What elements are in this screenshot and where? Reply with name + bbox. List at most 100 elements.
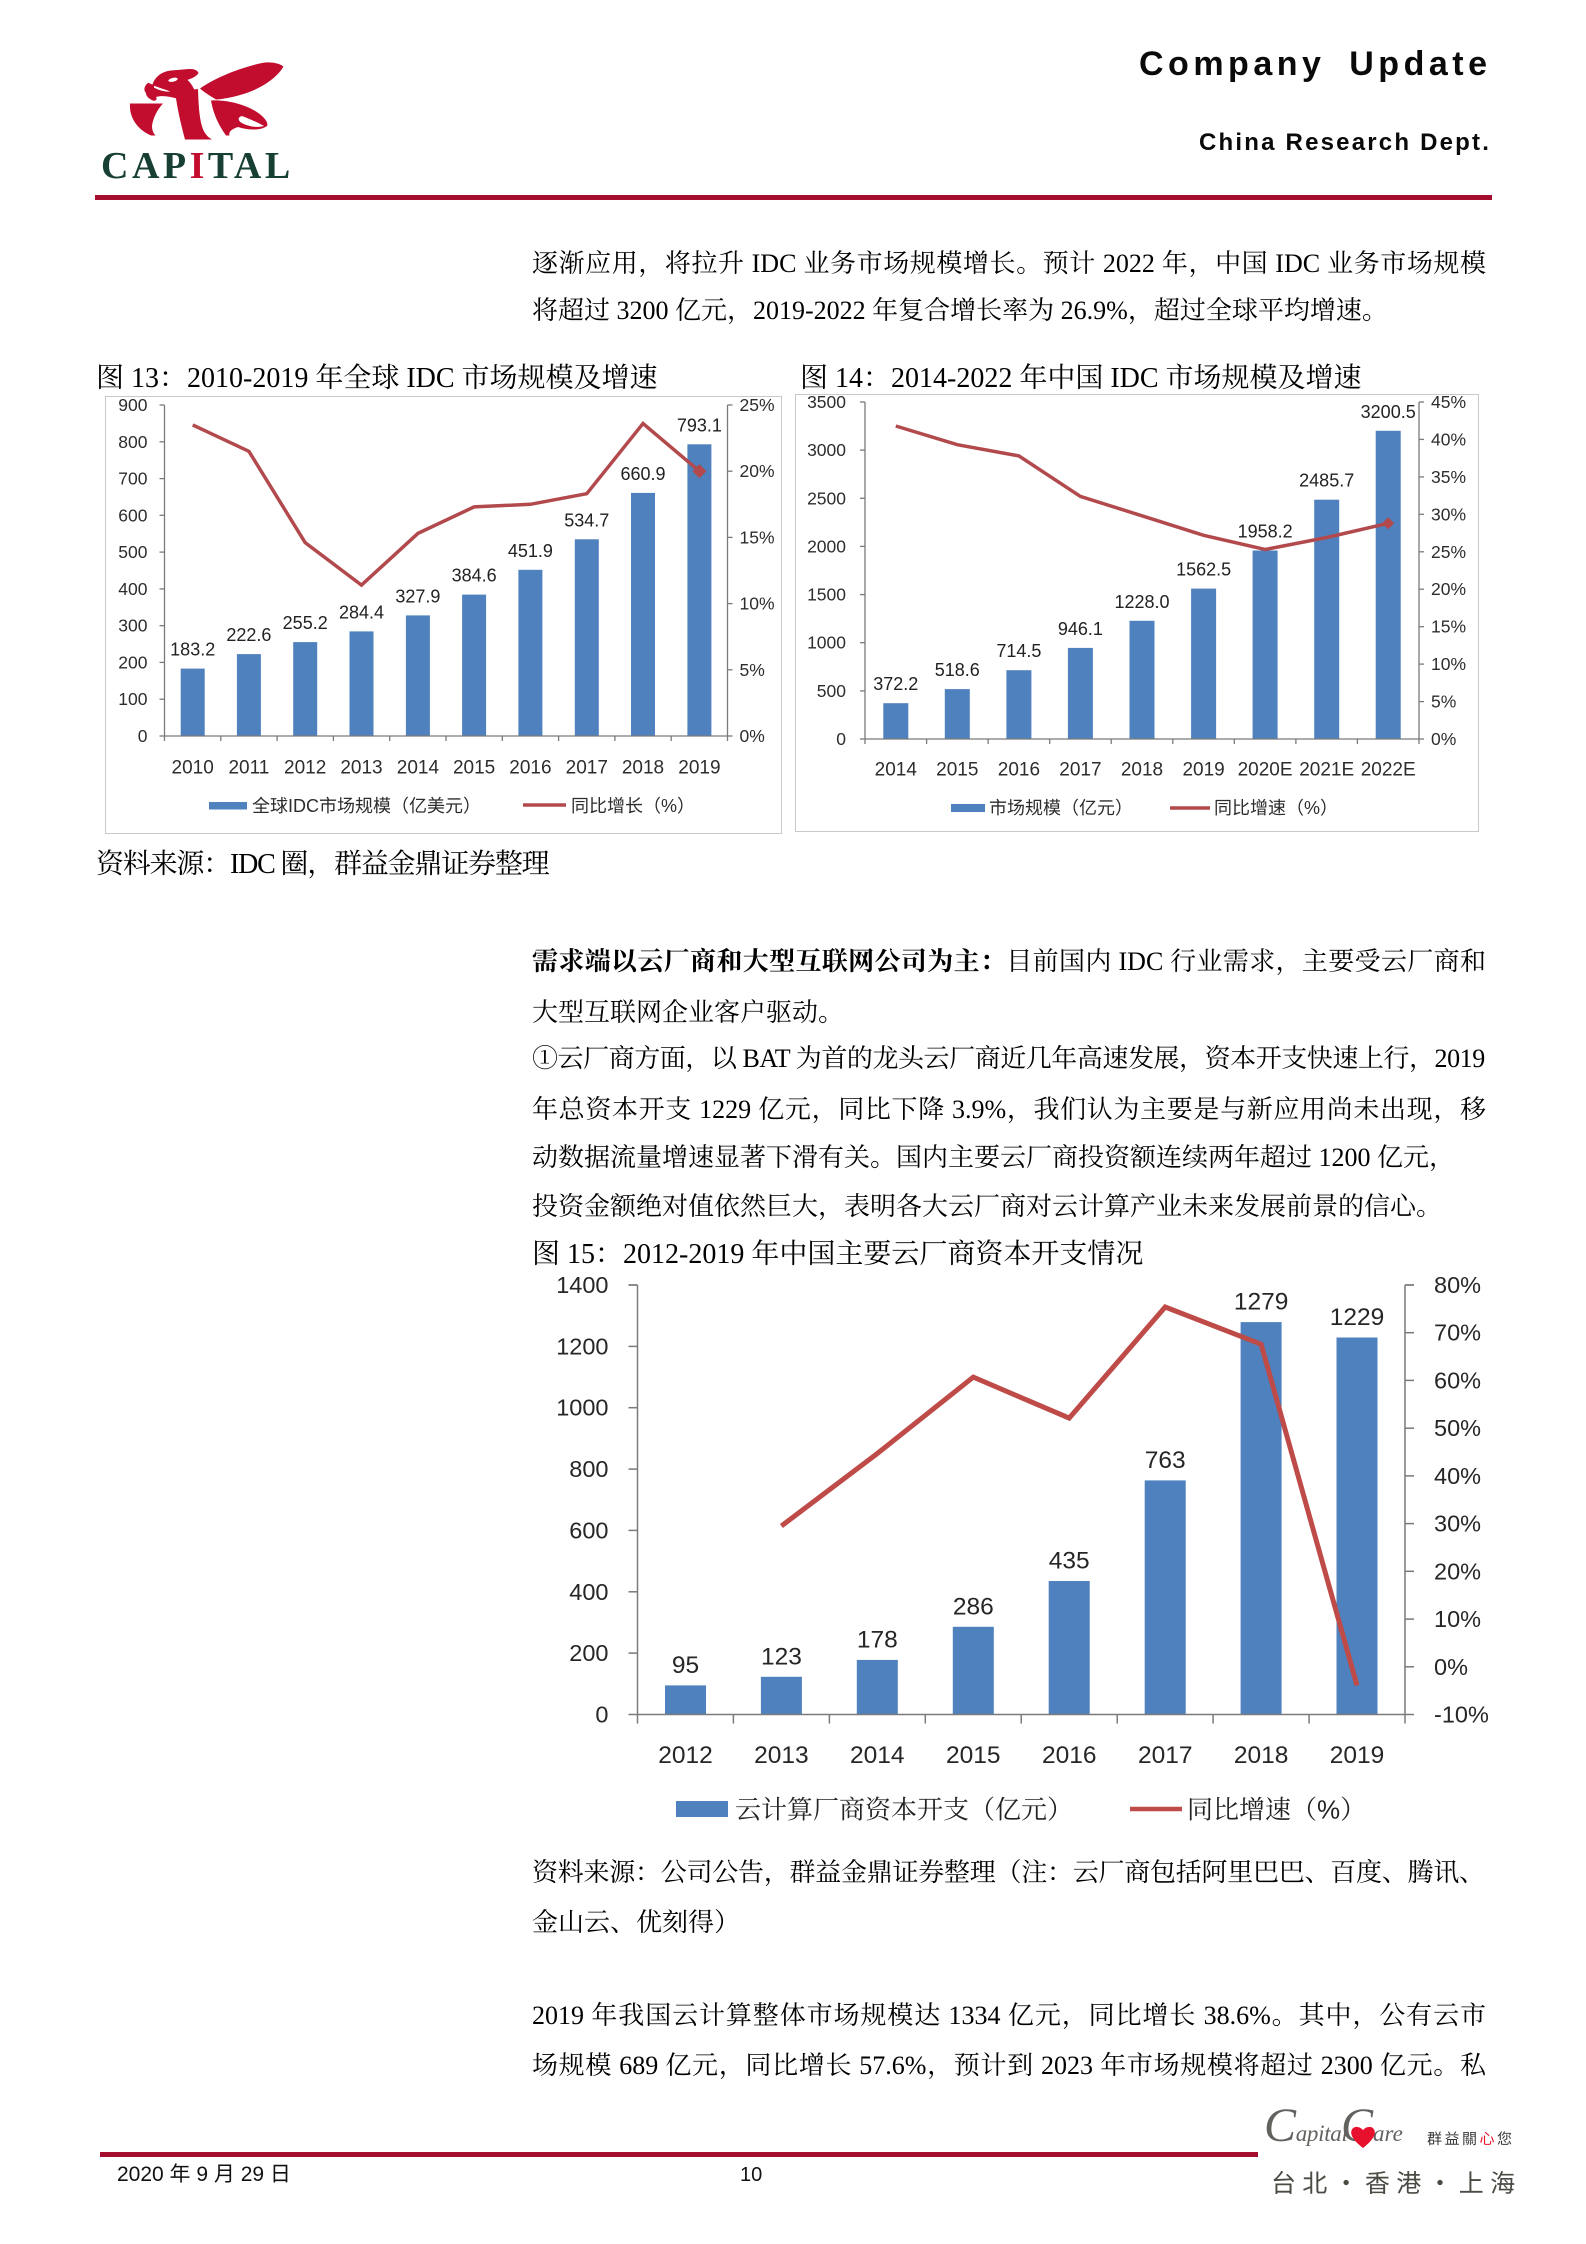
svg-text:2485.7: 2485.7 <box>1299 471 1354 491</box>
svg-text:2017: 2017 <box>566 758 608 779</box>
svg-text:0: 0 <box>595 1702 608 1728</box>
svg-text:793.1: 793.1 <box>677 415 722 435</box>
svg-text:2500: 2500 <box>807 488 846 508</box>
svg-text:327.9: 327.9 <box>395 586 440 606</box>
svg-text:1400: 1400 <box>556 1272 608 1298</box>
svg-text:1228.0: 1228.0 <box>1114 592 1169 612</box>
svg-text:25%: 25% <box>1431 542 1466 562</box>
svg-text:全球IDC市场规模（亿美元）: 全球IDC市场规模（亿美元） <box>252 796 481 816</box>
svg-text:15%: 15% <box>1431 617 1466 637</box>
svg-text:60%: 60% <box>1434 1367 1481 1393</box>
svg-text:45%: 45% <box>1431 394 1466 412</box>
svg-text:300: 300 <box>118 616 147 636</box>
svg-text:660.9: 660.9 <box>620 464 665 484</box>
svg-text:2000: 2000 <box>807 536 846 556</box>
svg-text:800: 800 <box>569 1456 608 1482</box>
svg-text:255.2: 255.2 <box>283 613 328 633</box>
svg-text:2012: 2012 <box>658 1742 713 1769</box>
svg-text:763: 763 <box>1145 1447 1186 1474</box>
svg-text:1000: 1000 <box>807 633 846 653</box>
svg-text:10%: 10% <box>740 594 775 614</box>
svg-text:946.1: 946.1 <box>1058 619 1103 639</box>
svg-text:2015: 2015 <box>946 1742 1001 1769</box>
svg-text:3000: 3000 <box>807 440 846 460</box>
svg-text:700: 700 <box>118 469 147 489</box>
svg-text:30%: 30% <box>1434 1511 1481 1537</box>
svg-text:435: 435 <box>1049 1548 1090 1575</box>
svg-text:2013: 2013 <box>340 758 382 779</box>
svg-text:20%: 20% <box>1431 579 1466 599</box>
svg-text:35%: 35% <box>1431 467 1466 487</box>
svg-text:70%: 70% <box>1434 1320 1481 1346</box>
svg-text:2013: 2013 <box>754 1742 809 1769</box>
svg-text:2011: 2011 <box>228 758 269 779</box>
svg-text:25%: 25% <box>740 396 775 415</box>
svg-text:2015: 2015 <box>936 760 978 781</box>
svg-text:20%: 20% <box>1434 1558 1481 1584</box>
svg-text:200: 200 <box>118 652 147 672</box>
svg-text:200: 200 <box>569 1640 608 1666</box>
svg-text:178: 178 <box>857 1626 898 1653</box>
svg-text:15%: 15% <box>740 527 775 547</box>
svg-text:2017: 2017 <box>1138 1742 1193 1769</box>
svg-text:500: 500 <box>118 542 147 562</box>
svg-text:同比增速（%）: 同比增速（%） <box>1187 1795 1366 1825</box>
svg-text:同比增速（%）: 同比增速（%） <box>1214 798 1338 818</box>
svg-text:500: 500 <box>817 681 846 701</box>
svg-text:384.6: 384.6 <box>452 566 497 586</box>
svg-text:2016: 2016 <box>998 760 1040 781</box>
svg-text:123: 123 <box>761 1643 802 1670</box>
svg-text:1500: 1500 <box>807 585 846 605</box>
svg-text:400: 400 <box>569 1579 608 1605</box>
svg-text:2018: 2018 <box>1234 1742 1289 1769</box>
svg-text:3200.5: 3200.5 <box>1361 402 1416 422</box>
svg-text:2010: 2010 <box>172 758 214 779</box>
svg-text:534.7: 534.7 <box>564 510 609 530</box>
svg-text:2018: 2018 <box>1121 760 1163 781</box>
svg-text:2012: 2012 <box>284 758 326 779</box>
svg-text:5%: 5% <box>1431 692 1456 712</box>
svg-text:222.6: 222.6 <box>226 625 271 645</box>
svg-text:451.9: 451.9 <box>508 541 553 561</box>
svg-text:400: 400 <box>118 579 147 599</box>
svg-text:5%: 5% <box>740 660 765 680</box>
svg-text:80%: 80% <box>1434 1272 1481 1298</box>
svg-text:40%: 40% <box>1434 1463 1481 1489</box>
svg-text:2019: 2019 <box>678 758 720 779</box>
svg-text:0: 0 <box>836 729 846 749</box>
svg-text:同比增长（%）: 同比增长（%） <box>571 796 695 816</box>
svg-text:2022E: 2022E <box>1361 760 1416 781</box>
svg-text:286: 286 <box>953 1593 994 1620</box>
svg-text:50%: 50% <box>1434 1415 1481 1441</box>
svg-text:1958.2: 1958.2 <box>1238 522 1293 542</box>
svg-text:1562.5: 1562.5 <box>1176 560 1231 580</box>
svg-text:1200: 1200 <box>556 1333 608 1359</box>
svg-text:0%: 0% <box>740 726 765 746</box>
svg-text:714.5: 714.5 <box>996 641 1041 661</box>
svg-text:95: 95 <box>672 1652 699 1679</box>
svg-text:900: 900 <box>118 396 147 415</box>
svg-text:518.6: 518.6 <box>935 660 980 680</box>
svg-text:10%: 10% <box>1431 654 1466 674</box>
svg-text:800: 800 <box>118 432 147 452</box>
svg-text:2016: 2016 <box>509 758 551 779</box>
svg-text:3500: 3500 <box>807 394 846 412</box>
svg-text:40%: 40% <box>1431 429 1466 449</box>
svg-text:183.2: 183.2 <box>170 640 215 660</box>
svg-text:云计算厂商资本开支（亿元）: 云计算厂商资本开支（亿元） <box>735 1795 1073 1825</box>
svg-text:600: 600 <box>569 1517 608 1543</box>
svg-text:600: 600 <box>118 505 147 525</box>
svg-text:372.2: 372.2 <box>873 674 918 694</box>
svg-text:2020E: 2020E <box>1238 760 1293 781</box>
svg-text:1229: 1229 <box>1330 1304 1385 1331</box>
svg-text:284.4: 284.4 <box>339 602 384 622</box>
svg-text:1279: 1279 <box>1234 1289 1289 1316</box>
svg-text:0%: 0% <box>1431 729 1456 749</box>
svg-text:1000: 1000 <box>556 1395 608 1421</box>
svg-text:2018: 2018 <box>622 758 664 779</box>
svg-text:2014: 2014 <box>850 1742 905 1769</box>
svg-text:2021E: 2021E <box>1299 760 1354 781</box>
svg-text:2015: 2015 <box>453 758 495 779</box>
svg-text:2017: 2017 <box>1059 760 1101 781</box>
svg-text:10%: 10% <box>1434 1606 1481 1632</box>
